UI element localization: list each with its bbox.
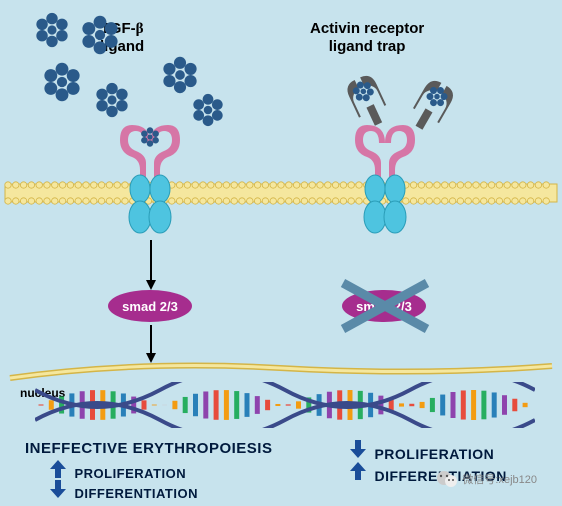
arrow-down-icon [350,440,366,458]
differentiation-down-left: DIFFERENTIATION [50,480,198,503]
arrow-up-icon [350,462,366,480]
signal-arrow [144,240,158,290]
dna-helix [35,382,535,428]
arrow-down-icon [50,480,66,498]
wechat-watermark: 微信号:xejb120 [436,470,537,488]
proliferation-down-right: PROLIFERATION [350,440,494,463]
cell-membrane [0,178,562,208]
ineffective-erythropoiesis-label: INEFFECTIVE ERYTHROPOIESIS [25,440,272,457]
receptor-right [345,115,425,245]
arrow-up-icon [50,460,66,478]
cross-out-icon [335,275,435,337]
wechat-icon [436,470,458,488]
activin-label: Activin receptor ligand trap [310,20,424,56]
diagram-canvas: TGF-β ligand Activin receptor ligand tra… [0,0,562,506]
smad-pill-left: smad 2/3 [108,290,192,322]
receptor-left [110,115,190,245]
